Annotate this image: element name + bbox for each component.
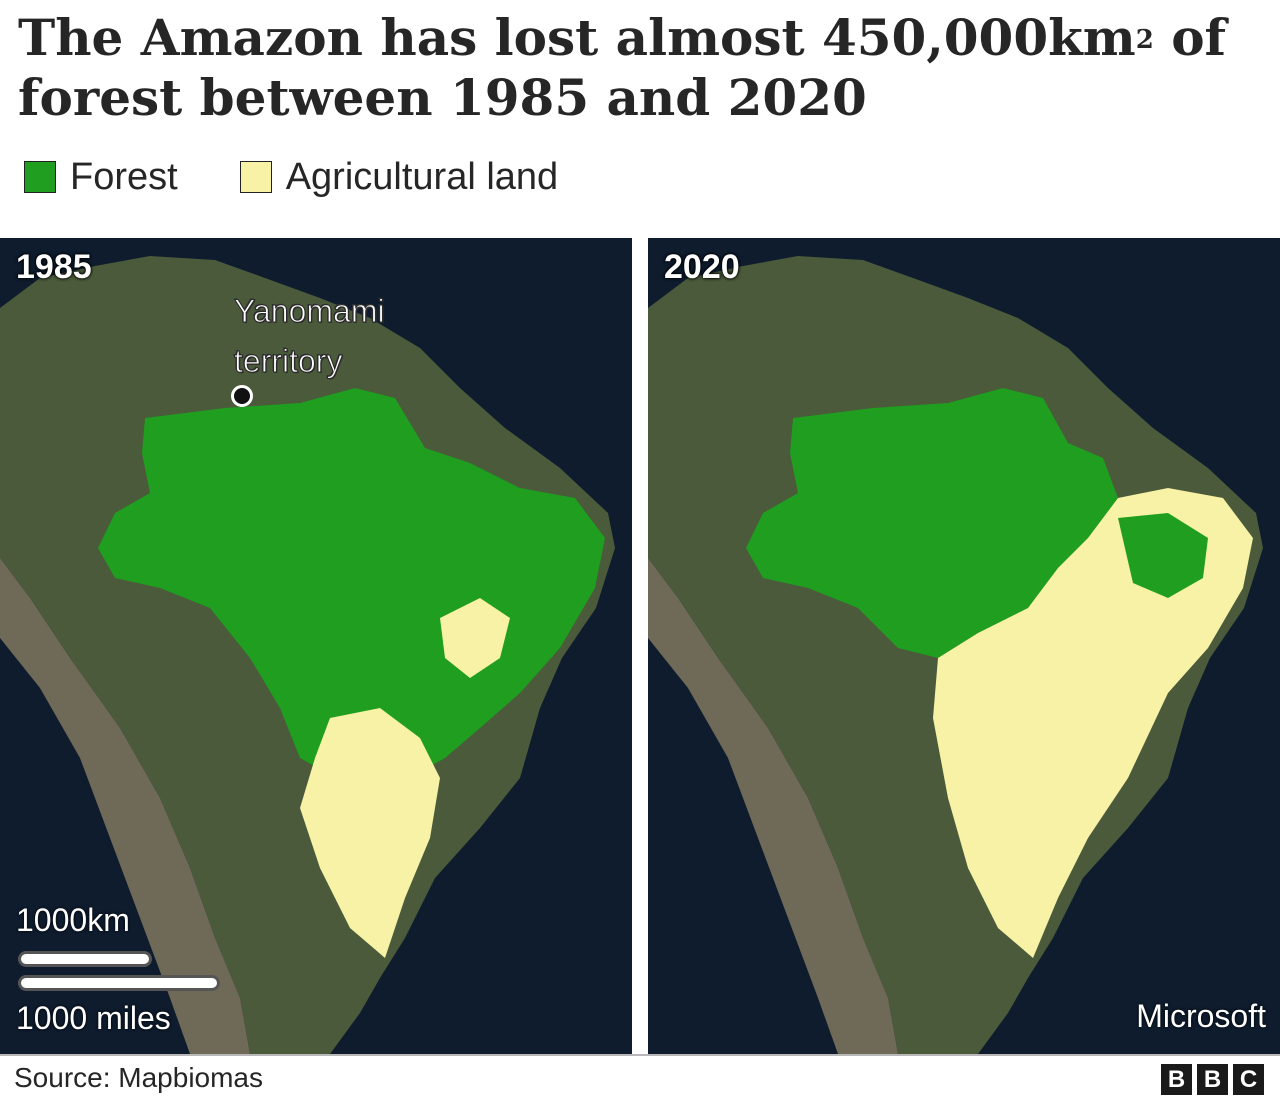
footer-divider <box>0 1054 1280 1056</box>
source-note: Source: Mapbiomas <box>14 1062 264 1093</box>
year-label-1985: 1985 <box>16 248 92 286</box>
title-rest: of forest between 1985 and 2020 <box>18 8 1227 127</box>
legend-item-forest: Forest <box>24 156 178 199</box>
bbc-logo-letter: C <box>1233 1064 1264 1095</box>
scale-miles-label: 1000 miles <box>16 1000 171 1036</box>
scale-km-label: 1000km <box>16 902 130 938</box>
bbc-logo: B B C <box>1156 1064 1264 1095</box>
legend-label-agricultural: Agricultural land <box>285 155 559 198</box>
forest-swatch <box>24 161 56 193</box>
bbc-logo-letter: B <box>1197 1064 1228 1095</box>
agricultural-region-2020 <box>933 488 1253 958</box>
title-main: The Amazon has lost almost 450,000km <box>18 8 1136 67</box>
map-attribution: Microsoft <box>1136 998 1266 1034</box>
chart-title: The Amazon has lost almost 450,000km2 of… <box>18 8 1258 128</box>
legend-item-agricultural: Agricultural land <box>239 155 559 199</box>
year-label-2020: 2020 <box>664 248 740 286</box>
legend-label-forest: Forest <box>70 155 178 198</box>
forest-region-1985 <box>98 388 605 783</box>
forest-remnant-2020 <box>1118 513 1208 598</box>
legend: Forest Agricultural land <box>24 152 620 202</box>
agricultural-swatch <box>239 161 272 193</box>
agricultural-region-1985 <box>300 708 440 958</box>
map-2020 <box>648 238 1280 1054</box>
agricultural-patch-1985 <box>440 598 510 678</box>
andes-ridge <box>648 558 898 1054</box>
andes-ridge <box>0 558 250 1054</box>
scale-bar-km <box>18 951 152 967</box>
map-1985 <box>0 238 632 1054</box>
map-panel-2020: 2020 Microsoft <box>648 238 1280 1054</box>
map-panel-1985: 1985 Yanomami territory 1000km 1000 mile… <box>0 238 632 1054</box>
yanomami-territory-label: Yanomami territory <box>234 293 386 380</box>
bbc-logo-letter: B <box>1161 1064 1192 1095</box>
location-dot-icon <box>231 385 253 407</box>
scale-bar-miles <box>18 975 220 991</box>
title-superscript: 2 <box>1135 25 1154 55</box>
forest-region-2020 <box>746 388 1118 658</box>
